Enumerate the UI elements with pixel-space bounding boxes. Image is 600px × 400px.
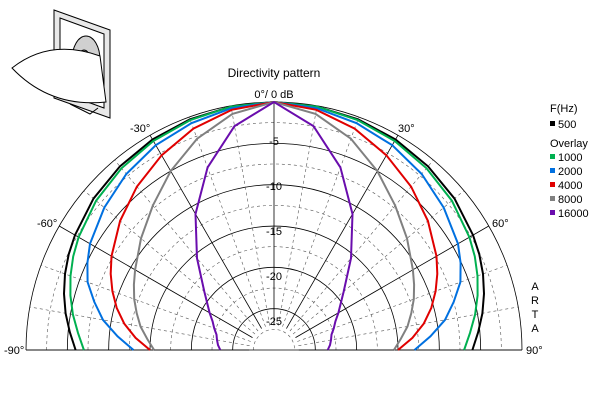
legend-item-label: 1000 [558,152,582,164]
radial-tick-label: -15 [266,226,282,238]
grid-spoke [292,190,465,335]
legend-swatch [550,154,555,159]
grid-circle [129,205,419,351]
legend-reference-label: 500 [558,119,576,131]
legend-overlay-header: Overlay [550,138,588,150]
speaker-illustration [11,9,111,119]
grid-spoke [149,135,262,329]
grid-spoke [40,264,251,342]
grid-circle [87,163,461,351]
legend-swatch [550,182,555,187]
grid-spoke [298,306,519,346]
legend-swatch [550,121,555,126]
angle-tick-label: -60° [37,218,57,230]
angle-tick-label: -30° [130,123,150,135]
chart-title: Directivity pattern [228,66,321,80]
angle-tick-label: -90° [4,345,24,357]
angle-tick-label: 30° [398,123,415,135]
grid-spoke [230,105,270,326]
legend-item-label: 8000 [558,194,582,206]
legend-item-label: 16000 [558,208,589,220]
grid-spoke [188,116,266,327]
grid-spoke [295,225,489,338]
grid-circle [253,329,295,351]
grid-spoke [29,306,250,346]
radial-tick-label: -20 [266,271,282,283]
angle-tick-label: 90° [526,345,543,357]
legend-header: F(Hz) [550,103,578,115]
grid-spoke [297,264,508,342]
legend: F(Hz) 500 Overlay 1000 2000 4000 8000 16000 [550,103,589,220]
legend-swatch [550,168,555,173]
legend-item-label: 4000 [558,180,582,192]
series-line-16000 [194,100,354,351]
legend-items: 1000 2000 4000 8000 16000 [550,152,589,220]
angle-tick-label: 60° [492,218,509,230]
grid-spoke [59,225,253,338]
radial-tick-label: -10 [266,181,282,193]
grid-spoke [282,116,360,327]
grid-spoke [289,159,434,332]
radial-tick-label: -25 [266,316,282,328]
curves-layer [62,100,486,351]
grid-spoke [286,135,399,329]
grid-spoke [83,190,256,335]
radial-tick-label: -5 [269,136,279,148]
top-label: 0°/ 0 dB [254,89,293,101]
grid-spoke [278,105,318,326]
legend-swatch [550,196,555,201]
legend-swatch [550,210,555,215]
legend-item-label: 2000 [558,166,582,178]
grid-spoke [114,159,259,332]
